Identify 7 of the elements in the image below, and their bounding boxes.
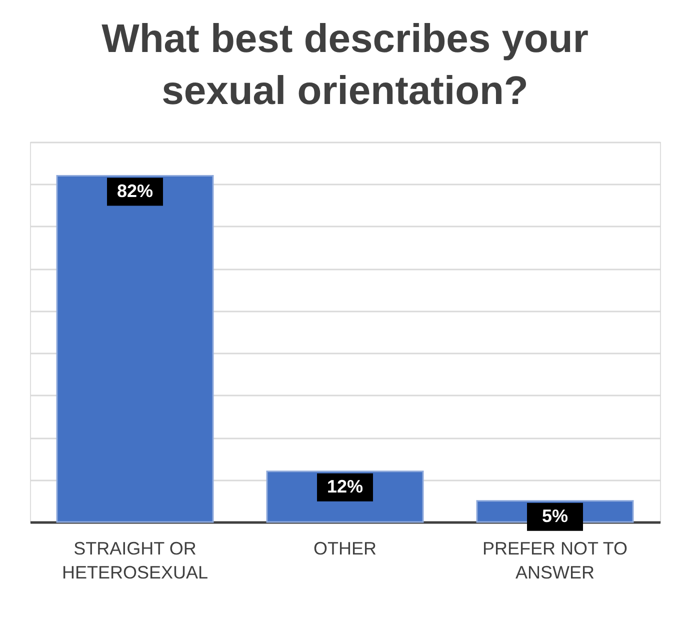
x-tick-label: OTHER [314, 538, 376, 558]
data-label: 5% [542, 506, 568, 526]
data-label: 12% [326, 476, 364, 496]
chart-title: What best describes your sexual orientation? [102, 17, 588, 113]
x-tick-label: STRAIGHT OR HETEROSEXUAL [62, 538, 208, 582]
data-label: 82% [116, 180, 154, 201]
x-tick-label: PREFER NOT TO ANSWER [482, 538, 628, 582]
